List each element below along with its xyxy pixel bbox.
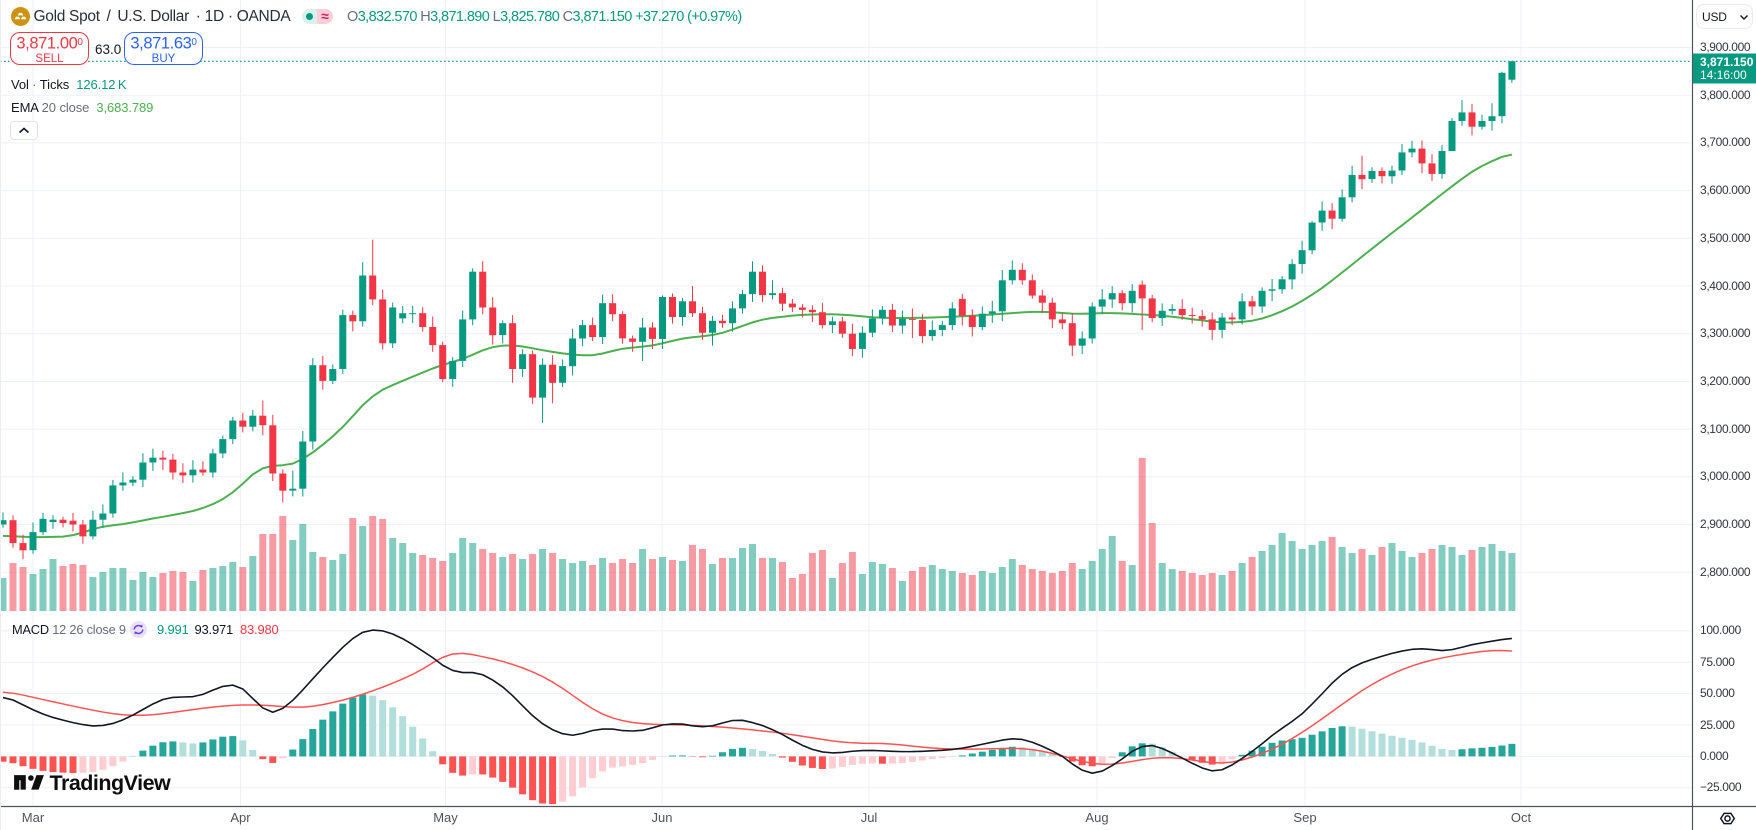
svg-text:TradingView: TradingView <box>50 771 172 795</box>
